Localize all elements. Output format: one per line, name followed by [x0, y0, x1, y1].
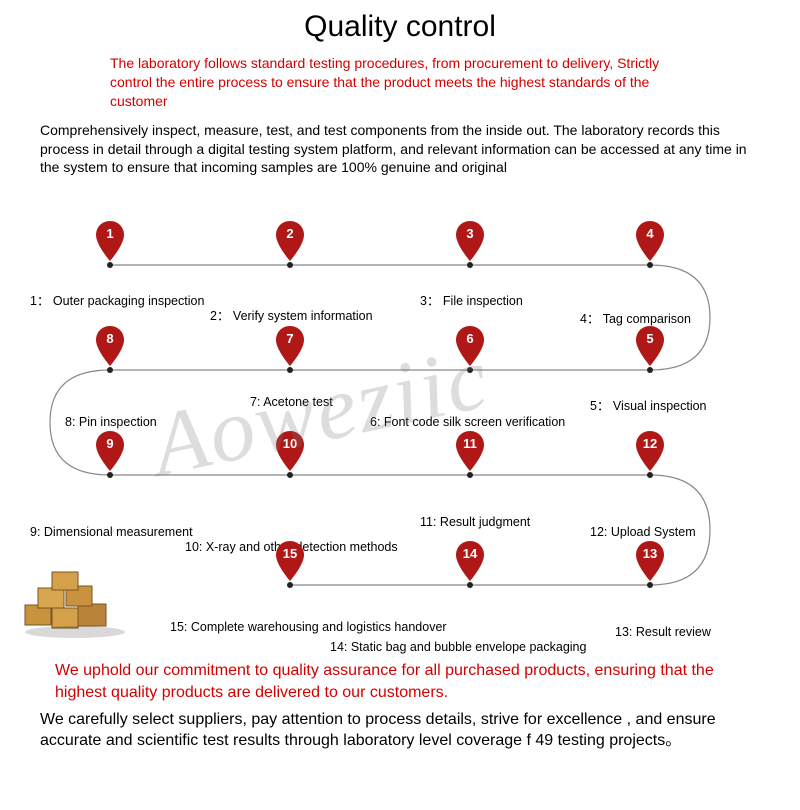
step-label-3: 3： File inspection: [420, 290, 523, 309]
step-label-9: 9: Dimensional measurement: [30, 525, 193, 539]
step-label-8: 8: Pin inspection: [65, 415, 157, 429]
step-pin-15: 15: [275, 541, 305, 585]
step-pin-7: 7: [275, 326, 305, 370]
step-label-2: 2： Verify system information: [210, 305, 373, 324]
step-label-14: 14: Static bag and bubble envelope packa…: [330, 640, 586, 654]
step-pin-2: 2: [275, 221, 305, 265]
step-label-6: 6: Font code silk screen verification: [370, 415, 565, 429]
step-label-7: 7: Acetone test: [250, 395, 333, 409]
suppliers-text: We carefully select suppliers, pay atten…: [40, 710, 760, 752]
step-pin-6: 6: [455, 326, 485, 370]
step-pin-10: 10: [275, 431, 305, 475]
step-pin-12: 12: [635, 431, 665, 475]
step-pin-14: 14: [455, 541, 485, 585]
boxes-illustration: [20, 570, 130, 640]
page-title: Quality control: [0, 10, 800, 44]
step-label-1: 1： Outer packaging inspection: [30, 290, 204, 309]
step-label-11: 11: Result judgment: [420, 515, 530, 529]
step-pin-8: 8: [95, 326, 125, 370]
step-pin-9: 9: [95, 431, 125, 475]
step-pin-5: 5: [635, 326, 665, 370]
intro-red-text: The laboratory follows standard testing …: [110, 54, 700, 111]
step-pin-4: 4: [635, 221, 665, 265]
step-label-15: 15: Complete warehousing and logistics h…: [170, 620, 447, 634]
step-label-5: 5： Visual inspection: [590, 395, 707, 414]
step-label-13: 13: Result review: [615, 625, 711, 639]
intro-black-text: Comprehensively inspect, measure, test, …: [40, 121, 760, 178]
step-pin-11: 11: [455, 431, 485, 475]
step-pin-3: 3: [455, 221, 485, 265]
commitment-text: We uphold our commitment to quality assu…: [55, 660, 745, 703]
step-pin-13: 13: [635, 541, 665, 585]
step-label-12: 12: Upload System: [590, 525, 696, 539]
step-label-4: 4： Tag comparison: [580, 308, 691, 327]
step-pin-1: 1: [95, 221, 125, 265]
